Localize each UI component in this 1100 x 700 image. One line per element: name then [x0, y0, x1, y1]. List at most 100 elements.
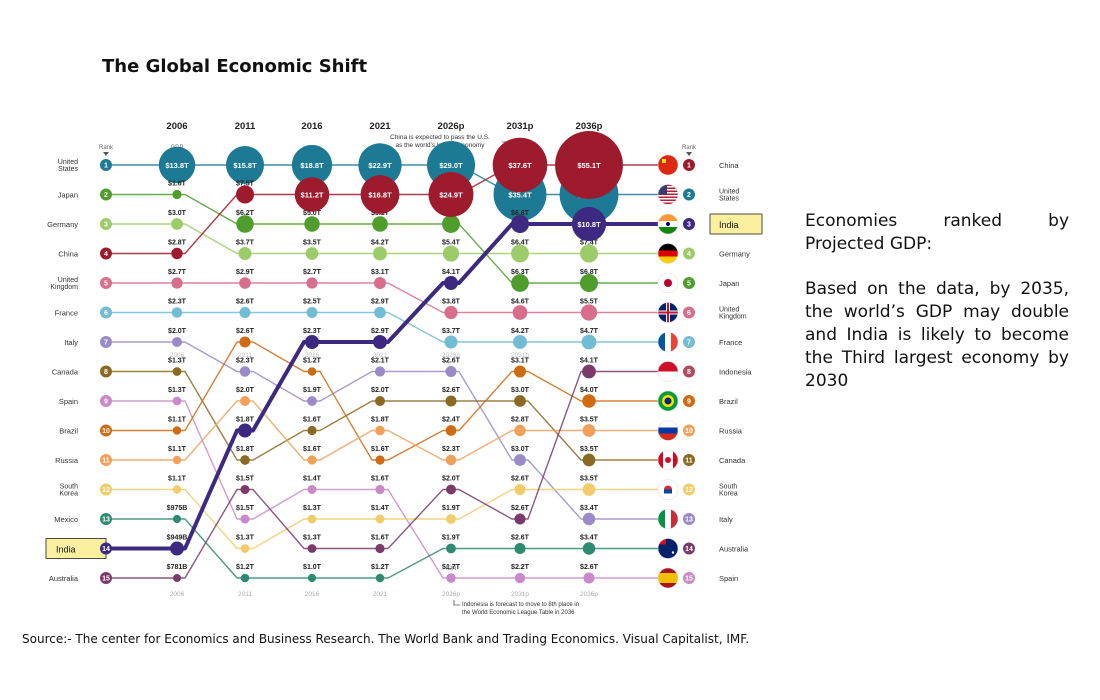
point-australia-2011: [240, 484, 250, 495]
year-footer-2021: 2021: [373, 591, 388, 598]
value-united-states-2026p: $29.0T: [439, 161, 463, 170]
right-rank-number-canada: 11: [685, 458, 693, 465]
value-germany-2011: $3.7T: [236, 240, 255, 247]
year-footer-2006: 2006: [170, 591, 185, 598]
right-rank-number-brazil: 9: [687, 399, 691, 406]
year-header-2021: 2021: [369, 121, 391, 132]
highlight-box-right: [709, 213, 763, 235]
point-china-2036p: [555, 131, 623, 199]
value-germany-2016: $3.5T: [303, 240, 322, 247]
flag-ring-ca: [657, 449, 679, 471]
value-russia-2011: $2.0T: [236, 387, 255, 394]
right-rank-circle-brazil: [683, 395, 695, 407]
point-canada-2036p: [582, 453, 596, 467]
value-germany-2036p: $7.4T: [580, 240, 599, 247]
point-china-2006: [171, 247, 183, 260]
point-china-2021: [360, 175, 400, 214]
rank-number-germany: 3: [104, 222, 108, 229]
value-germany-2021: $4.2T: [371, 240, 390, 247]
value-france-2016: $2.5T: [303, 299, 322, 306]
flag-au-icon: [658, 538, 678, 559]
flag-ring-gb: [657, 302, 679, 323]
point-brazil-2036p: [582, 394, 596, 408]
side-body: Based on the data, by 2035, the world’s …: [805, 279, 1069, 391]
value-brazil-2011: $2.6T: [236, 328, 255, 335]
right-label-united-kingdom-1: United: [719, 307, 739, 314]
year-mid-2031p: 2031p: [511, 352, 529, 359]
left-label-china: China: [58, 250, 78, 259]
right-rank-circle-south-korea: [683, 483, 695, 496]
value-mexico-2011: $1.2T: [236, 564, 255, 571]
value-china-2006: $2.8T: [168, 240, 187, 247]
source-note: Source:- The center for Economics and Bu…: [22, 632, 750, 646]
right-rank-circle-united-kingdom: [683, 306, 695, 319]
value-united-states-2016: $18.8T: [300, 161, 324, 170]
right-rank-number-united-kingdom: 6: [687, 310, 691, 317]
point-mexico-2021: [375, 573, 385, 583]
rank-number-spain: 9: [104, 399, 108, 406]
point-germany-2006: [171, 218, 183, 230]
highlight-box-left: [45, 538, 107, 559]
point-south-korea-2026p: [446, 514, 456, 524]
right-rank-number-spain: 15: [685, 576, 693, 583]
right-rank-number-france: 7: [687, 340, 691, 347]
value-china-2036p: $55.1T: [577, 161, 601, 170]
point-france-2026p: [444, 335, 458, 349]
callout-top-line1: China is expected to pass the U.S.: [390, 134, 490, 141]
flag-ring-ru: [657, 420, 679, 441]
left-label-france: France: [55, 309, 78, 318]
value-france-2006: $2.3T: [168, 299, 187, 306]
point-germany-2016: [305, 247, 319, 260]
year-footer-2031p: 2031p: [511, 591, 529, 598]
point-brazil-2031p: [514, 365, 526, 378]
value-china-2021: $16.8T: [368, 191, 392, 200]
right-rank-circle-spain: [683, 572, 695, 584]
flag-ring-it: [657, 508, 679, 530]
point-australia-2036p: [582, 364, 596, 379]
right-rank-number-australia: 14: [685, 546, 693, 553]
flag-es-icon: [658, 568, 678, 588]
flag-de-icon: [658, 243, 678, 264]
right-rank-circle-australia: [683, 542, 695, 555]
rank-number-china: 4: [104, 251, 108, 258]
point-italy-2011: [239, 366, 251, 377]
value-brazil-2021: $1.6T: [371, 446, 390, 453]
point-united-kingdom-2031p: [512, 305, 528, 320]
point-united-kingdom-2016: [306, 277, 318, 289]
rank-number-france: 6: [104, 310, 108, 317]
point-canada-2031p: [514, 395, 526, 407]
rank-number-south-korea: 12: [102, 487, 110, 494]
rank-circle-mexico: [100, 513, 112, 525]
point-canada-2021: [375, 396, 385, 406]
flag-ring-kr: [657, 479, 679, 500]
point-india-2011: [238, 423, 252, 438]
value-mexico-2026p: $1.9T: [442, 535, 461, 542]
rank-number-united-kingdom: 5: [104, 281, 108, 288]
point-india-2021: [373, 335, 387, 349]
point-australia-2031p: [514, 513, 526, 525]
value-brazil-2036p: $4.0T: [580, 387, 599, 394]
rank-circle-germany: [100, 218, 112, 230]
point-south-korea-2036p: [582, 483, 596, 496]
value-united-kingdom-2026p: $3.8T: [442, 299, 461, 306]
value-spain-2036p: $2.6T: [580, 564, 599, 571]
point-canada-2011: [240, 455, 250, 465]
right-rank-circle-italy: [683, 513, 695, 525]
right-label-australia: Australia: [719, 545, 749, 554]
flag-jp-icon: [658, 273, 678, 293]
left-label-australia: Australia: [49, 574, 79, 583]
flag-ring-jp: [657, 272, 679, 294]
value-canada-2031p: $3.0T: [511, 387, 530, 394]
year-mid-2026p: 2026p: [442, 352, 460, 359]
value-russia-2036p: $3.5T: [580, 417, 599, 424]
point-germany-2031p: [511, 244, 529, 263]
point-united-states-2011: [225, 145, 265, 185]
left-label-mexico: Mexico: [54, 515, 78, 524]
right-label-spain: Spain: [719, 574, 738, 583]
value-italy-2036p: $3.4T: [580, 505, 599, 512]
point-india-2006: [170, 541, 184, 556]
value-germany-2006: $3.0T: [168, 210, 187, 217]
point-china-2031p: [492, 137, 548, 193]
right-label-italy: Italy: [719, 515, 733, 524]
rank-arrow-right-icon: [686, 152, 692, 156]
